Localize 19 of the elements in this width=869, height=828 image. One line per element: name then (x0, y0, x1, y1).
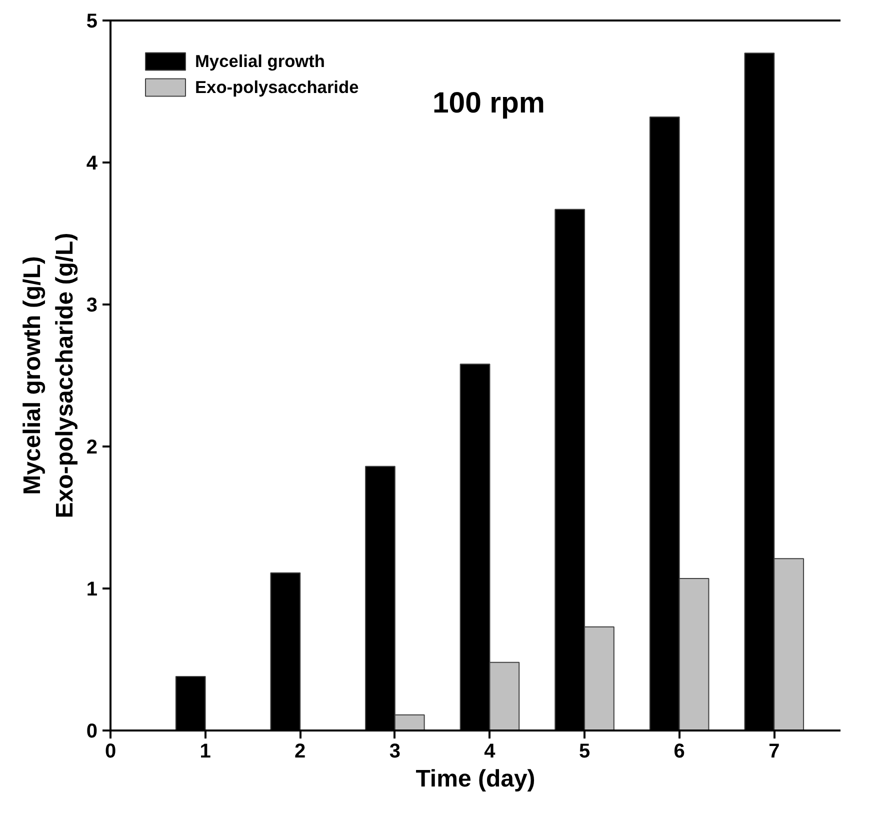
legend-label: Exo-polysaccharide (195, 76, 359, 98)
y-tick-label: 4 (86, 152, 98, 174)
y-tick-label: 5 (86, 10, 98, 32)
x-tick-label: 1 (200, 740, 211, 762)
x-tick-label: 6 (674, 740, 685, 762)
y-tick-label: 0 (86, 720, 98, 742)
x-tick-label: 3 (389, 740, 400, 762)
x-tick-label: 0 (104, 740, 116, 762)
x-axis-title: Time (day) (416, 766, 536, 792)
x-tick-label: 5 (578, 740, 590, 762)
x-tick-label: 2 (294, 740, 306, 762)
x-tick-label: 7 (768, 740, 780, 762)
y-tick-label: 1 (86, 578, 98, 600)
x-tick-label: 4 (484, 740, 496, 762)
y-tick-label: 2 (86, 436, 98, 458)
y-axis-title: Mycelial growth (g/L) Exo-polysaccharide (g/L) (18, 232, 78, 518)
legend-label: Mycelial growth (195, 50, 325, 72)
y-tick-label: 3 (86, 294, 98, 316)
annotation: 100 rpm (432, 86, 545, 120)
